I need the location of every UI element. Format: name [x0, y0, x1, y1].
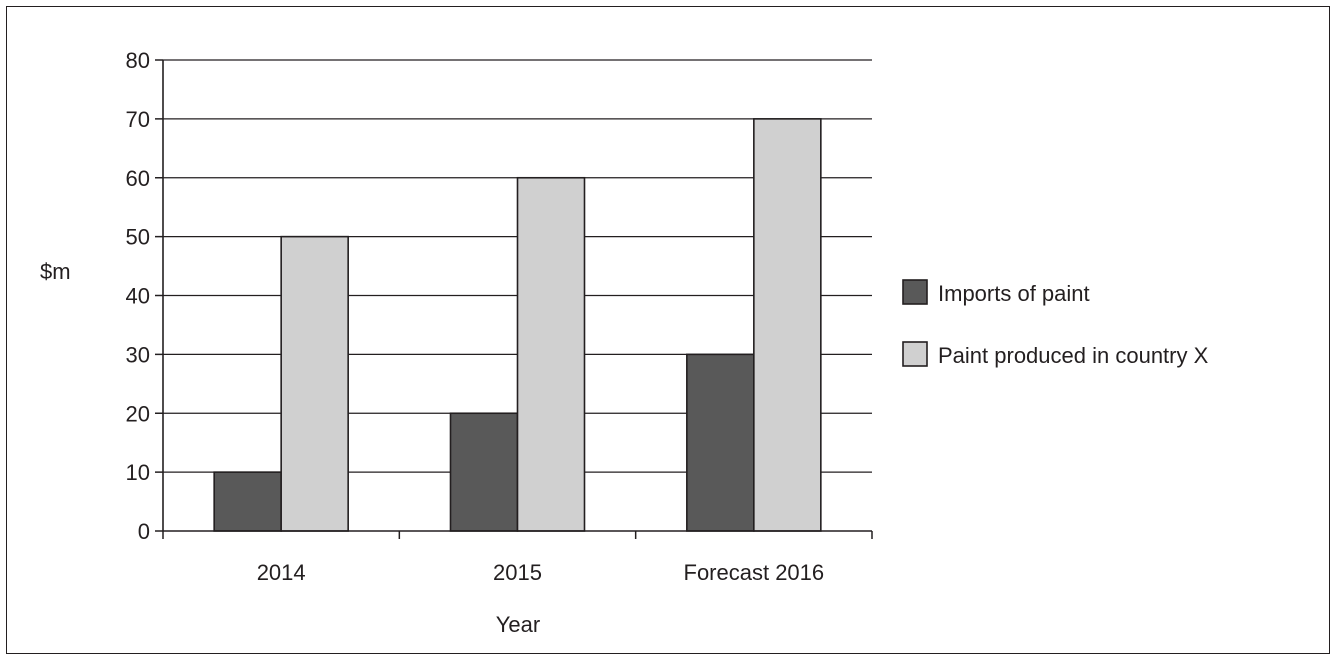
- x-tick-label: 2015: [493, 560, 542, 585]
- bar: [280, 235, 349, 532]
- legend-swatch: [902, 279, 928, 305]
- y-tick-label: 60: [126, 166, 150, 191]
- y-tick-label: 20: [126, 401, 150, 426]
- chart-frame: [6, 6, 1330, 654]
- y-tick-labels: 0 10 20 30 40 50 60 70 80: [126, 48, 150, 544]
- legend: Imports of paint Paint produced in countr…: [902, 279, 1209, 368]
- y-axis-label: $m: [40, 259, 71, 284]
- bar: [213, 471, 282, 532]
- y-tick-label: 10: [126, 460, 150, 485]
- legend-label: Paint produced in country X: [938, 343, 1209, 368]
- y-tick-label: 30: [126, 342, 150, 367]
- legend-label: Imports of paint: [938, 281, 1090, 306]
- bars: [213, 118, 822, 532]
- x-tick-label: Forecast 2016: [684, 560, 825, 585]
- x-axis-label: Year: [496, 612, 540, 637]
- axes: [155, 59, 873, 539]
- y-tick-label: 50: [126, 225, 150, 250]
- bar: [753, 118, 822, 532]
- y-tick-label: 0: [138, 519, 150, 544]
- y-tick-label: 80: [126, 48, 150, 73]
- x-tick-labels: 2014 2015 Forecast 2016: [257, 560, 824, 585]
- legend-swatch: [902, 341, 928, 367]
- bar: [449, 412, 519, 532]
- x-tick-label: 2014: [257, 560, 306, 585]
- bar: [686, 353, 755, 532]
- y-tick-label: 40: [126, 284, 150, 309]
- y-tick-label: 70: [126, 107, 150, 132]
- bar: [516, 176, 586, 532]
